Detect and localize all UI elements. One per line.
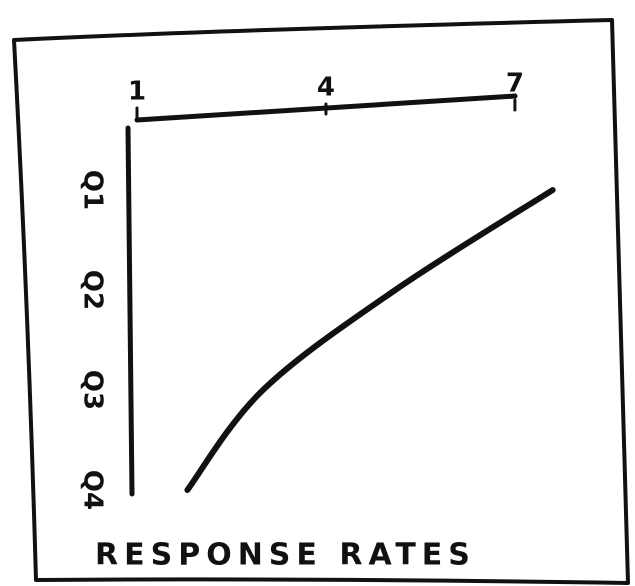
y-tick-label: Q4	[78, 470, 108, 510]
chart: RESPONSE RATES 1 4 7 Q1 Q2 Q3 Q4	[0, 0, 635, 586]
y-tick-label: Q3	[78, 370, 108, 410]
x-tick-label: 1	[128, 77, 146, 107]
y-tick-label: Q1	[78, 170, 108, 210]
page: {"chart_data": {"type": "line", "title":…	[0, 0, 635, 586]
x-tick-label: 7	[506, 69, 524, 99]
chart-title: RESPONSE RATES	[95, 538, 476, 573]
x-tick-label: 4	[317, 73, 335, 103]
y-tick-label: Q2	[78, 270, 108, 310]
data-line	[187, 190, 552, 490]
y-axis	[128, 128, 132, 494]
